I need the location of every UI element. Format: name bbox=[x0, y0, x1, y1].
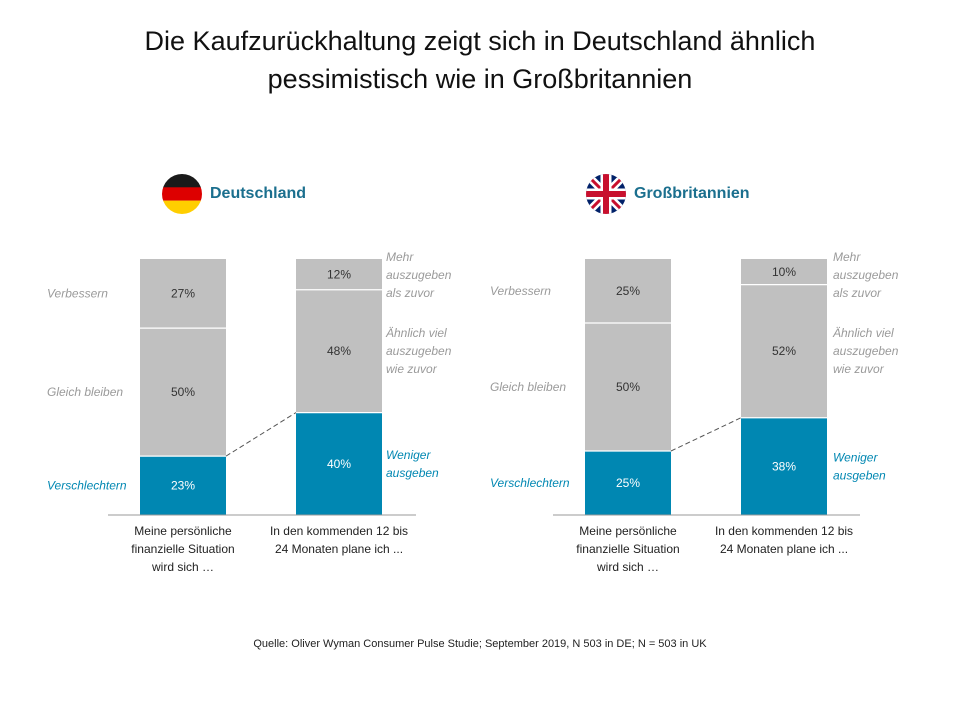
uk-bar2-same bbox=[741, 284, 827, 418]
de-bar2-worse bbox=[296, 412, 382, 515]
uk-bar1-better bbox=[585, 259, 671, 323]
uk-connector-line bbox=[670, 417, 742, 452]
uk-right-label-worse-line1: Weniger bbox=[833, 450, 878, 464]
uk-left-label-worse: Verschlechtern bbox=[490, 476, 570, 490]
uk-category-1-line3: wird sich … bbox=[596, 560, 659, 574]
de-category-1-line1: Meine persönliche bbox=[134, 524, 232, 538]
de-left-label-same: Gleich bleiben bbox=[47, 385, 123, 399]
de-right-label-worse-line2: ausgeben bbox=[386, 466, 439, 480]
de-bar1-better bbox=[140, 259, 226, 329]
de-category-1-line3: wird sich … bbox=[151, 560, 214, 574]
uk-bar1-worse-label: 25% bbox=[616, 476, 640, 490]
uk-right-label-better-line2: auszugeben bbox=[833, 268, 899, 282]
de-bar1-worse-label: 23% bbox=[171, 479, 195, 493]
uk-bar1-same-label: 50% bbox=[616, 380, 640, 394]
panel-uk: 25% 50% 25% 38% 52% 10% Verschlechtern Gleich b… bbox=[470, 160, 960, 580]
de-right-label-same-line1: Ähnlich viel bbox=[385, 326, 447, 340]
uk-bar2-worse-label: 38% bbox=[772, 459, 796, 473]
uk-bar1-same bbox=[585, 323, 671, 451]
de-bar2-same-label: 48% bbox=[327, 344, 351, 358]
uk-bar1-better-label: 25% bbox=[616, 284, 640, 298]
country-header-germany: Deutschland bbox=[162, 172, 306, 216]
de-category-1-line2: finanzielle Situation bbox=[131, 542, 234, 556]
de-right-label-better-line3: als zuvor bbox=[386, 286, 435, 300]
de-right-label-better-line2: auszugeben bbox=[386, 268, 452, 282]
uk-bar2-better-label: 10% bbox=[772, 265, 796, 279]
de-bar2-same bbox=[296, 289, 382, 413]
uk-bar2-same-label: 52% bbox=[772, 344, 796, 358]
de-bar1-same-label: 50% bbox=[171, 385, 195, 399]
de-right-label-worse-line1: Weniger bbox=[386, 448, 431, 462]
title-line-1: Die Kaufzurückhaltung zeigt sich in Deut… bbox=[144, 26, 816, 56]
de-right-label-same-line2: auszugeben bbox=[386, 344, 452, 358]
de-category-2-line1: In den kommenden 12 bis bbox=[270, 524, 408, 538]
de-bar2-worse-label: 40% bbox=[327, 457, 351, 471]
de-bar2-better bbox=[296, 259, 382, 290]
uk-right-label-worse-line2: ausgeben bbox=[833, 468, 886, 482]
de-right-label-same-line3: wie zuvor bbox=[386, 362, 438, 376]
uk-bar2-worse bbox=[741, 417, 827, 515]
de-left-label-better: Verbessern bbox=[47, 287, 108, 301]
uk-right-label-same-line1: Ähnlich viel bbox=[832, 326, 894, 340]
de-bar1-same bbox=[140, 328, 226, 457]
uk-category-1-line1: Meine persönliche bbox=[579, 524, 677, 538]
uk-right-label-same-line3: wie zuvor bbox=[833, 362, 885, 376]
country-header-uk: Großbritannien bbox=[586, 172, 750, 216]
title-line-2: pessimistisch wie in Großbritannien bbox=[267, 64, 693, 94]
uk-bar1-worse bbox=[585, 451, 671, 515]
uk-left-label-better: Verbessern bbox=[490, 284, 551, 298]
page-title: Die Kaufzurückhaltung zeigt sich in Deut… bbox=[80, 22, 880, 98]
de-bar1-worse bbox=[140, 456, 226, 515]
uk-flag-icon bbox=[586, 174, 626, 214]
de-connector-line bbox=[225, 412, 297, 457]
uk-right-label-better-line1: Mehr bbox=[833, 250, 861, 264]
uk-category-2-line1: In den kommenden 12 bis bbox=[715, 524, 853, 538]
uk-left-label-same: Gleich bleiben bbox=[490, 380, 566, 394]
uk-category-2-line2: 24 Monaten plane ich ... bbox=[720, 542, 848, 556]
de-left-label-worse: Verschlechtern bbox=[47, 479, 127, 493]
de-category-2-line2: 24 Monaten plane ich ... bbox=[275, 542, 403, 556]
uk-right-label-better-line3: als zuvor bbox=[833, 286, 882, 300]
country-name-uk: Großbritannien bbox=[634, 185, 750, 202]
panel-germany: 23% 50% 27% 40% 48% 12% Verschlechtern Gleich b… bbox=[0, 160, 470, 580]
chart-uk: 25% 50% 25% 38% 52% 10% Verschlechtern Gleich b… bbox=[490, 250, 899, 574]
de-bar2-better-label: 12% bbox=[327, 267, 351, 281]
de-bar1-better-label: 27% bbox=[171, 287, 195, 301]
country-name-germany: Deutschland bbox=[210, 185, 307, 202]
uk-right-label-same-line2: auszugeben bbox=[833, 344, 899, 358]
uk-bar2-better bbox=[741, 259, 827, 285]
uk-category-1-line2: finanzielle Situation bbox=[576, 542, 679, 556]
source-note: Quelle: Oliver Wyman Consumer Pulse Stud… bbox=[253, 638, 707, 650]
germany-flag-icon bbox=[162, 174, 202, 214]
de-right-label-better-line1: Mehr bbox=[386, 250, 414, 264]
chart-germany: 23% 50% 27% 40% 48% 12% Verschlechtern Gleich b… bbox=[47, 250, 452, 574]
